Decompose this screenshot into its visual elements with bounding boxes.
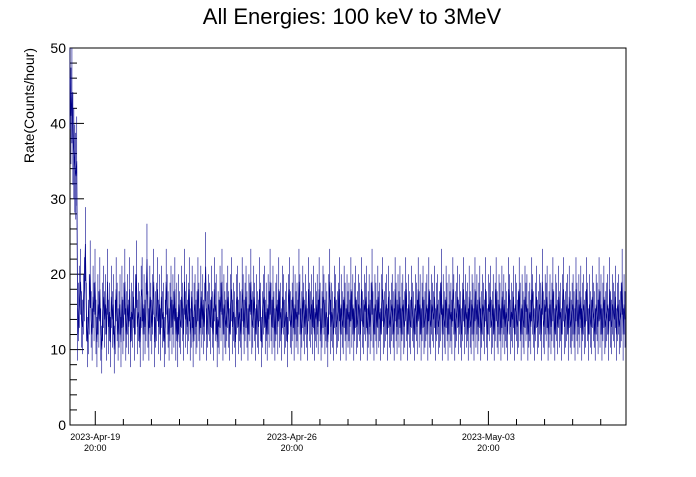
- y-axis-label: Rate(Counts/hour): [21, 48, 37, 163]
- y-tick-label: 30: [50, 191, 66, 207]
- plot-frame: [69, 47, 627, 426]
- series-line: [69, 78, 626, 350]
- x-tick-date-label: 2023-May-03: [462, 432, 515, 442]
- x-tick-time-label: 20:00: [281, 443, 304, 453]
- y-tick-label: 50: [50, 40, 66, 56]
- y-axis: 0 10 20 30 40 50: [50, 40, 84, 433]
- y-tick-label: 10: [50, 342, 66, 358]
- x-tick-date-label: 2023-Apr-19: [70, 432, 120, 442]
- x-tick-date-label: 2023-Apr-26: [267, 432, 317, 442]
- y-tick-label: 40: [50, 115, 66, 131]
- chart-title: All Energies: 100 keV to 3MeV: [203, 4, 502, 29]
- series-layer: [69, 48, 626, 374]
- x-tick-time-label: 20:00: [84, 443, 107, 453]
- y-tick-label: 20: [50, 266, 66, 282]
- x-tick-time-label: 20:00: [477, 443, 500, 453]
- y-tick-label: 0: [58, 417, 66, 433]
- x-axis: 2023-Apr-1920:002023-Apr-2620:002023-May…: [70, 411, 602, 453]
